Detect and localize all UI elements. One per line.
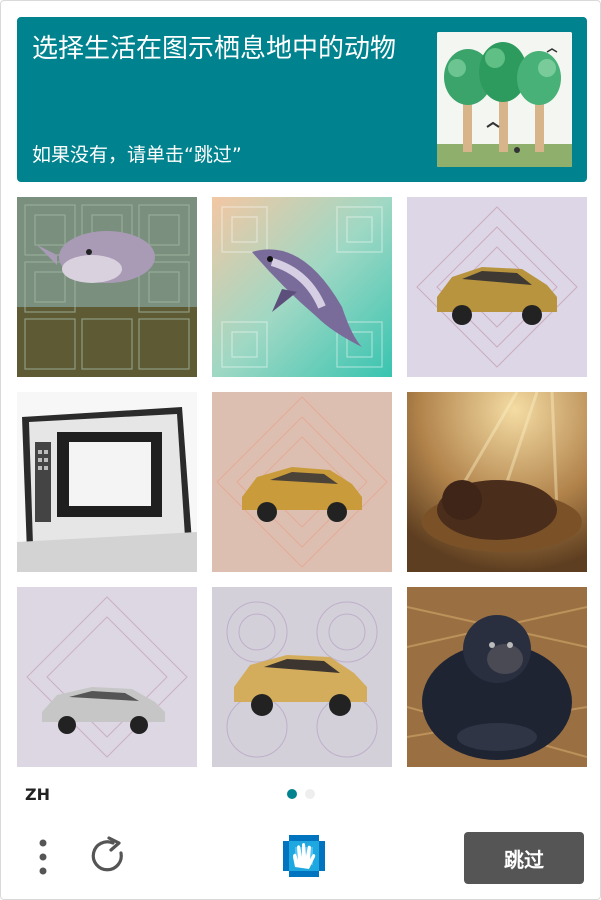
- skip-hint: 如果没有，请单击“跳过”: [32, 144, 242, 166]
- car-image: [212, 587, 392, 767]
- image-tile-dolphin[interactable]: [212, 197, 392, 377]
- car-image: [17, 587, 197, 767]
- dolphin-image: [17, 197, 197, 377]
- animal-in-nest-image: [407, 392, 587, 572]
- forest-habitat-icon: [437, 32, 572, 167]
- page-dot-inactive: [305, 789, 315, 799]
- page-dot-active: [287, 789, 297, 799]
- microwave-image: [17, 392, 197, 572]
- challenge-header: 选择生活在图示栖息地中的动物 如果没有，请单击“跳过”: [17, 17, 587, 182]
- example-habitat-image: [437, 32, 572, 167]
- gorilla-image: [407, 587, 587, 767]
- image-tile-microwave[interactable]: [17, 392, 197, 572]
- image-tile-car[interactable]: [212, 392, 392, 572]
- image-tile-gorilla[interactable]: [407, 587, 587, 767]
- refresh-button[interactable]: [89, 835, 129, 879]
- hand-logo-icon: [283, 835, 325, 877]
- image-tile-car[interactable]: [212, 587, 392, 767]
- dolphin-image: [212, 197, 392, 377]
- image-tile-dolphin[interactable]: [17, 197, 197, 377]
- skip-button[interactable]: 跳过: [464, 832, 584, 884]
- car-image: [407, 197, 587, 377]
- challenge-prompt: 选择生活在图示栖息地中的动物: [32, 34, 397, 64]
- image-tile-car[interactable]: [17, 587, 197, 767]
- image-tile-animal-in-nest[interactable]: [407, 392, 587, 572]
- more-vertical-icon: [39, 839, 47, 875]
- hcaptcha-logo: [279, 833, 329, 879]
- car-image: [212, 392, 392, 572]
- language-selector[interactable]: ZH: [25, 785, 50, 804]
- menu-button[interactable]: [31, 837, 57, 877]
- refresh-icon: [91, 836, 123, 872]
- image-tile-car[interactable]: [407, 197, 587, 377]
- image-grid: [17, 197, 587, 767]
